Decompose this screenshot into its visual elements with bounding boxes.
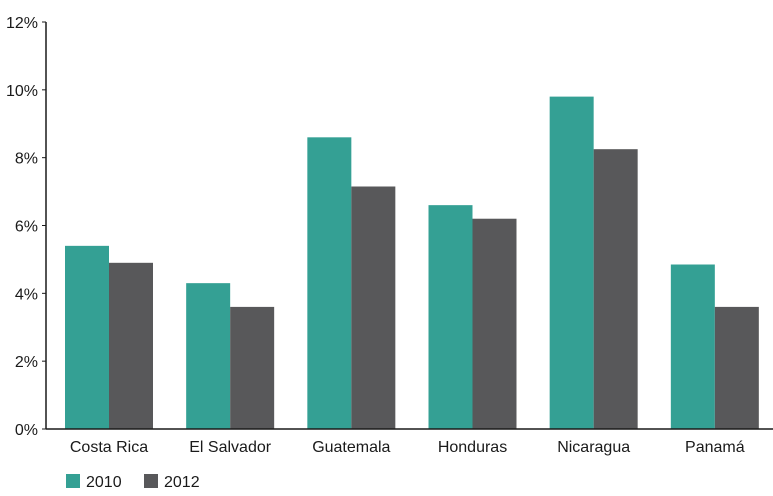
bar-2012-5 xyxy=(714,306,759,429)
y-tick-labels: 0% 2% 4% 6% 8% 10% 12% xyxy=(6,15,46,439)
bar-2010-0 xyxy=(65,245,109,429)
y-tick-label: 2% xyxy=(15,354,38,371)
y-tick-label: 8% xyxy=(15,151,38,168)
legend: 2010 2012 xyxy=(66,474,200,491)
bar-2010-1 xyxy=(186,283,231,429)
y-tick-label: 12% xyxy=(6,15,38,32)
bar-2012-2 xyxy=(351,186,396,429)
x-category-label: Panamá xyxy=(685,439,745,456)
legend-label: 2010 xyxy=(86,474,122,491)
legend-swatch xyxy=(66,474,80,488)
legend-swatch xyxy=(144,474,158,488)
legend-label: 2012 xyxy=(164,474,200,491)
bar-2012-3 xyxy=(472,218,517,429)
axes-group xyxy=(45,22,773,430)
x-category-label: Costa Rica xyxy=(70,439,148,456)
bar-2010-5 xyxy=(670,264,715,429)
bars-group xyxy=(65,96,759,430)
bar-2012-0 xyxy=(109,262,153,429)
x-category-label: Nicaragua xyxy=(557,439,630,456)
x-category-labels: Costa Rica El Salvador Guatemala Honduras Ni… xyxy=(70,439,745,456)
x-category-label: Guatemala xyxy=(312,439,390,456)
bar-2012-4 xyxy=(593,149,638,429)
bar-2010-4 xyxy=(549,96,594,429)
y-tick-label: 0% xyxy=(15,422,38,439)
x-category-label: Honduras xyxy=(438,439,507,456)
y-tick-label: 10% xyxy=(6,83,38,100)
y-tick-label: 4% xyxy=(15,286,38,303)
bar-2012-1 xyxy=(230,306,275,429)
x-category-label: El Salvador xyxy=(189,439,271,456)
bar-2010-2 xyxy=(307,137,352,430)
bar-2010-3 xyxy=(428,205,473,429)
y-tick-label: 6% xyxy=(15,219,38,236)
